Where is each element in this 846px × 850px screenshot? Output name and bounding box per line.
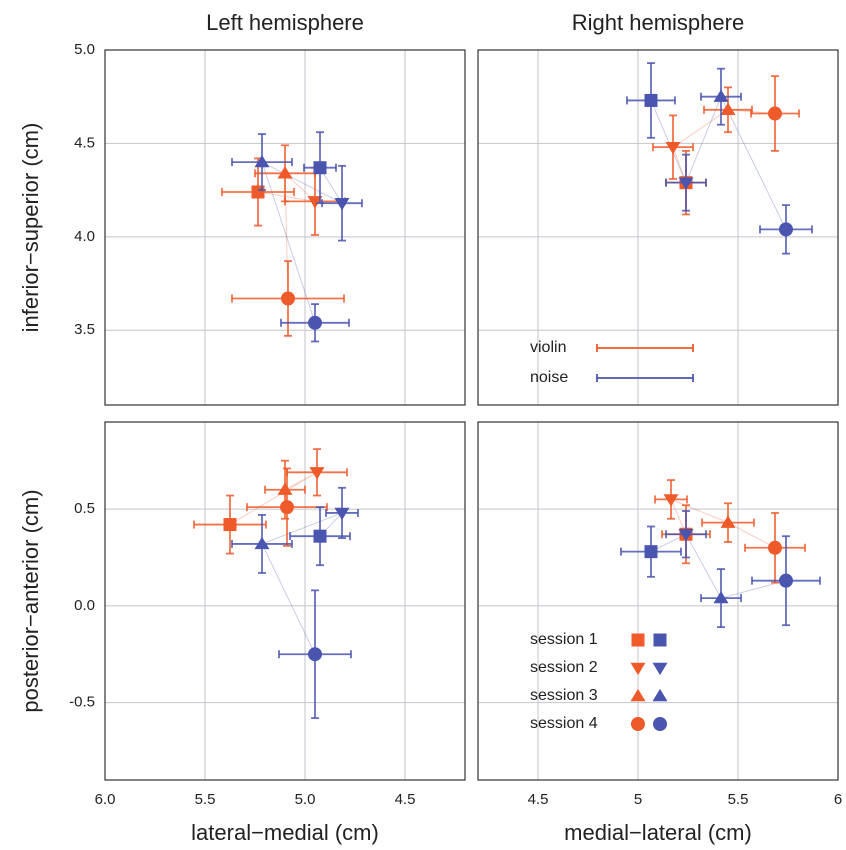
plot-frame: [477, 49, 839, 406]
marker: [644, 545, 658, 559]
connector-line: [257, 172, 317, 299]
legend-label: session 1: [530, 631, 598, 648]
marker: [653, 633, 667, 647]
y-axis-label: inferior−superior (cm): [18, 123, 43, 333]
marker: [720, 102, 736, 115]
connector-line: [261, 512, 343, 655]
x-tick-label: 5: [634, 791, 642, 808]
marker: [313, 529, 327, 543]
legend-label: session 3: [530, 687, 598, 704]
connector-line: [261, 161, 344, 323]
plot-frame: [104, 421, 466, 781]
marker: [652, 662, 668, 676]
y-tick-label: 4.0: [74, 228, 95, 245]
plot-frame: [104, 49, 466, 406]
marker: [663, 494, 679, 507]
marker: [644, 93, 658, 107]
connector-line: [650, 95, 787, 230]
panel-title: Right hemisphere: [572, 10, 744, 35]
connector-line: [650, 533, 787, 599]
y-axis-label: posterior−anterior (cm): [18, 489, 43, 712]
marker: [720, 515, 736, 528]
y-tick-label: 3.5: [74, 321, 95, 338]
marker: [307, 196, 323, 209]
plot-area: [105, 50, 465, 405]
marker: [713, 89, 729, 102]
marker: [665, 141, 681, 155]
marker: [334, 507, 350, 521]
marker: [308, 315, 322, 330]
connector-line: [670, 498, 776, 549]
marker: [652, 688, 668, 702]
y-tick-label: 5.0: [74, 41, 95, 58]
marker: [313, 161, 327, 175]
marker: [631, 633, 645, 647]
marker: [281, 291, 295, 306]
panel-title: Left hemisphere: [206, 10, 364, 35]
y-tick-label: 4.5: [74, 134, 95, 151]
marker: [779, 573, 793, 588]
marker: [630, 662, 646, 676]
marker: [277, 166, 293, 179]
marker: [223, 518, 237, 532]
y-tick-label: 0.0: [74, 597, 95, 614]
marker: [768, 540, 782, 555]
marker: [334, 198, 350, 211]
x-tick-label: 4.5: [395, 791, 416, 808]
legend-label: session 2: [530, 659, 598, 676]
y-tick-label: 0.5: [74, 500, 95, 517]
x-axis-label: lateral−medial (cm): [191, 820, 379, 845]
plot-frame: [477, 421, 839, 781]
x-tick-label: 6.0: [95, 791, 116, 808]
marker: [254, 536, 270, 550]
y-tick-label: -0.5: [69, 694, 95, 711]
legend-label: violin: [530, 339, 566, 356]
marker: [779, 222, 793, 237]
marker: [630, 688, 646, 702]
x-tick-label: 5.5: [728, 791, 749, 808]
marker: [713, 590, 729, 604]
x-tick-label: 5.5: [195, 791, 216, 808]
marker: [309, 467, 325, 480]
marker: [768, 106, 782, 121]
marker: [254, 154, 270, 168]
x-tick-label: 5.0: [295, 791, 316, 808]
marker: [631, 717, 645, 731]
x-tick-label: 4.5: [528, 791, 549, 808]
legend-label: session 4: [530, 715, 598, 732]
connector-line: [229, 471, 318, 525]
marker: [280, 500, 294, 515]
marker: [308, 647, 322, 662]
marker: [678, 529, 694, 542]
marker: [653, 717, 667, 731]
legend-label: noise: [530, 369, 568, 386]
marker: [678, 177, 694, 190]
x-axis-label: medial−lateral (cm): [564, 820, 752, 845]
x-tick-label: 6: [834, 791, 842, 808]
marker: [277, 482, 293, 495]
